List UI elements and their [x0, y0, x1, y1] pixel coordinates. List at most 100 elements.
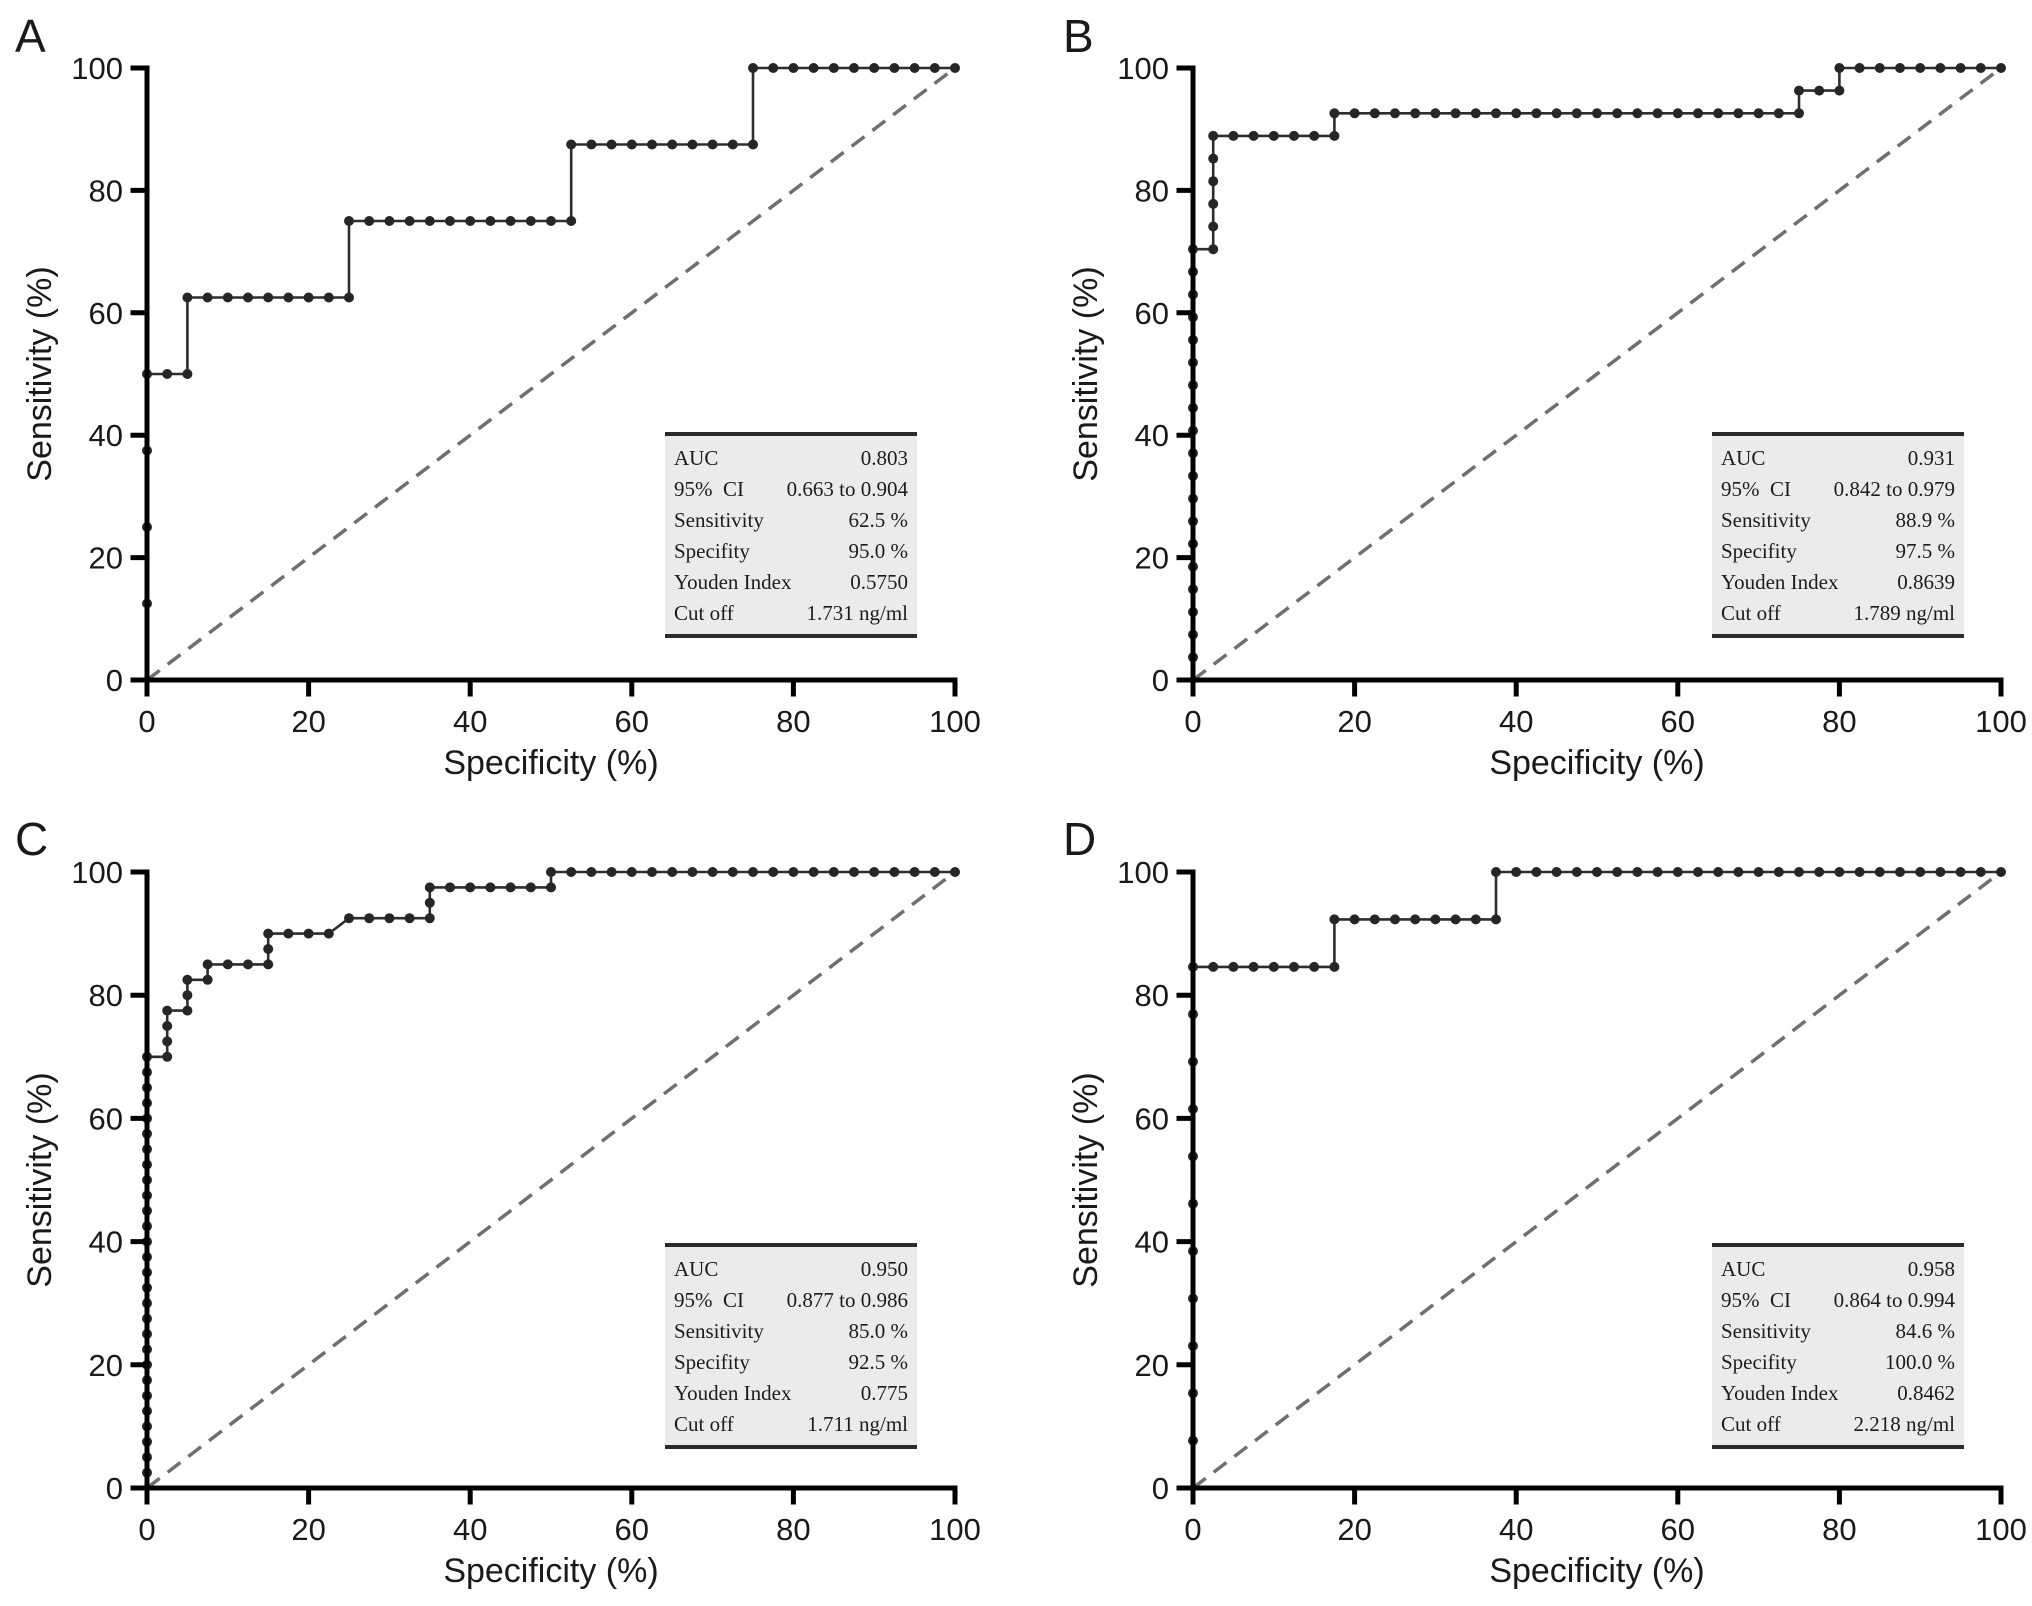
stats-row: AUC 0.803 [665, 444, 917, 472]
svg-text:100: 100 [1975, 1512, 2027, 1547]
stats-table-A: AUC 0.803 95% CI 0.663 to 0.904 Sensitivity 6… [665, 432, 917, 638]
stats-row: 95% CI 0.842 to 0.979 [1712, 475, 1964, 503]
stats-value: 0.842 to 0.979 [1833, 476, 1955, 501]
svg-text:0: 0 [1152, 1471, 1169, 1506]
panel-A: A 0 20 40 60 80 100 0 20 40 60 80 100 Specificity (%)… [0, 0, 1016, 803]
axes [130, 65, 958, 697]
svg-text:20: 20 [89, 1348, 123, 1383]
stats-label: Specifity [1721, 538, 1797, 563]
stats-label: Youden Index [1721, 569, 1839, 594]
stats-label: AUC [674, 1256, 719, 1281]
stats-label: Specifity [1721, 1349, 1797, 1374]
x-axis-label: Specificity (%) [1489, 744, 1704, 782]
stats-label: 95% CI [674, 1287, 744, 1312]
stats-value: 0.864 to 0.994 [1833, 1287, 1955, 1312]
svg-text:20: 20 [89, 541, 123, 576]
stats-value: 0.775 [860, 1380, 908, 1405]
stats-row: AUC 0.958 [1712, 1255, 1964, 1283]
stats-value: 0.877 to 0.986 [786, 1287, 908, 1312]
stats-label: Cut off [674, 1411, 734, 1436]
tick-labels: 0 20 40 60 80 100 0 20 40 60 80 100 [71, 51, 981, 739]
stats-value: 0.8639 [1897, 569, 1955, 594]
stats-value: 1.789 ng/ml [1853, 600, 1955, 625]
svg-text:80: 80 [776, 1512, 810, 1547]
stats-value: 1.711 ng/ml [807, 1411, 908, 1436]
stats-table-C: AUC 0.950 95% CI 0.877 to 0.986 Sensitivity 8… [665, 1243, 917, 1449]
svg-text:100: 100 [1117, 855, 1169, 890]
svg-text:60: 60 [89, 296, 123, 331]
roc-plot-D: D 0 20 40 60 80 100 0 20 40 60 80 100 Specificity (%)… [1063, 813, 2027, 1590]
stats-row: AUC 0.931 [1712, 444, 1964, 472]
svg-text:100: 100 [929, 704, 981, 739]
stats-table-B: AUC 0.931 95% CI 0.842 to 0.979 Sensitivity 8… [1712, 432, 1964, 638]
svg-text:40: 40 [1499, 704, 1533, 739]
stats-value: 88.9 % [1895, 507, 1956, 532]
reference-diagonal [145, 870, 957, 1490]
panel-D: D 0 20 40 60 80 100 0 20 40 60 80 100 Specificity (%)… [1016, 803, 2032, 1606]
svg-text:40: 40 [1135, 418, 1169, 453]
stats-row: Cut off 2.218 ng/ml [1712, 1410, 1964, 1438]
stats-label: Youden Index [1721, 1380, 1839, 1405]
stats-row: Specifity 100.0 % [1712, 1348, 1964, 1376]
svg-text:40: 40 [1135, 1225, 1169, 1260]
panel-letter-C: C [15, 813, 48, 865]
svg-text:0: 0 [1184, 1512, 1201, 1547]
svg-text:100: 100 [1975, 704, 2027, 739]
svg-text:80: 80 [776, 704, 810, 739]
stats-value: 85.0 % [848, 1318, 909, 1343]
stats-label: Sensitivity [1721, 507, 1811, 532]
stats-label: Cut off [1721, 1411, 1781, 1436]
stats-label: 95% CI [1721, 476, 1791, 501]
svg-text:100: 100 [71, 855, 123, 890]
stats-value: 0.803 [860, 445, 908, 470]
stats-label: Sensitivity [674, 507, 764, 532]
axes [1176, 65, 2004, 697]
stats-row: Youden Index 0.8462 [1712, 1379, 1964, 1407]
roc-plot-C: C 0 20 40 60 80 100 0 20 40 60 80 100 Specificity (%)… [15, 813, 981, 1590]
stats-value: 0.5750 [850, 569, 908, 594]
stats-row: Sensitivity 88.9 % [1712, 506, 1964, 534]
svg-text:40: 40 [89, 1225, 123, 1260]
stats-label: Youden Index [674, 569, 792, 594]
tick-labels: 0 20 40 60 80 100 0 20 40 60 80 100 [1117, 855, 2027, 1547]
stats-row: Specifity 92.5 % [665, 1348, 917, 1376]
svg-text:40: 40 [1499, 1512, 1533, 1547]
svg-text:20: 20 [1135, 1348, 1169, 1383]
svg-text:20: 20 [1337, 1512, 1371, 1547]
svg-text:40: 40 [89, 418, 123, 453]
stats-label: Specifity [674, 1349, 750, 1374]
stats-row: Cut off 1.789 ng/ml [1712, 599, 1964, 627]
svg-text:80: 80 [89, 173, 123, 208]
stats-row: Youden Index 0.8639 [1712, 568, 1964, 596]
stats-row: Youden Index 0.775 [665, 1379, 917, 1407]
stats-value: 97.5 % [1895, 538, 1956, 563]
stats-row: AUC 0.950 [665, 1255, 917, 1283]
svg-text:80: 80 [89, 978, 123, 1013]
svg-text:60: 60 [1661, 1512, 1695, 1547]
svg-text:40: 40 [453, 1512, 487, 1547]
svg-text:0: 0 [106, 663, 123, 698]
stats-value: 0.958 [1907, 1256, 1955, 1281]
stats-row: Specifity 97.5 % [1712, 537, 1964, 565]
stats-label: Sensitivity [1721, 1318, 1811, 1343]
roc-plot-B: B 0 20 40 60 80 100 0 20 40 60 80 100 Specificity (%)… [1063, 10, 2027, 782]
svg-text:20: 20 [291, 704, 325, 739]
svg-text:0: 0 [106, 1471, 123, 1506]
stats-row: Sensitivity 84.6 % [1712, 1317, 1964, 1345]
svg-text:60: 60 [1135, 296, 1169, 331]
svg-text:40: 40 [453, 704, 487, 739]
stats-value: 92.5 % [848, 1349, 909, 1374]
tick-labels: 0 20 40 60 80 100 0 20 40 60 80 100 [71, 855, 981, 1547]
y-axis-label: Sensitivity (%) [1067, 266, 1105, 481]
stats-value: 0.931 [1907, 445, 1955, 470]
svg-text:0: 0 [1152, 663, 1169, 698]
svg-text:100: 100 [929, 1512, 981, 1547]
panel-letter-D: D [1063, 813, 1096, 865]
stats-table-D: AUC 0.958 95% CI 0.864 to 0.994 Sensitivity 8… [1712, 1243, 1964, 1449]
svg-text:20: 20 [291, 1512, 325, 1547]
stats-value: 84.6 % [1895, 1318, 1956, 1343]
svg-text:20: 20 [1337, 704, 1371, 739]
roc-plot-A: A 0 20 40 60 80 100 0 20 40 60 80 100 Specificity (%)… [15, 10, 981, 782]
tick-labels: 0 20 40 60 80 100 0 20 40 60 80 100 [1117, 51, 2027, 739]
